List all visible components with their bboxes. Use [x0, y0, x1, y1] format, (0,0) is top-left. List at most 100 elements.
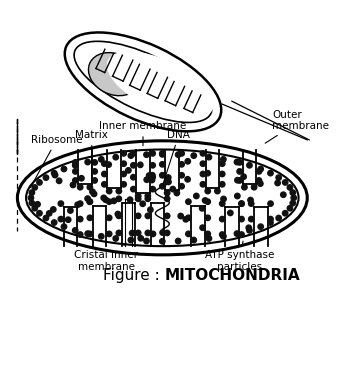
Circle shape: [43, 215, 49, 221]
Circle shape: [159, 162, 165, 167]
Circle shape: [159, 151, 165, 156]
Circle shape: [145, 230, 151, 235]
Circle shape: [113, 154, 118, 160]
Circle shape: [85, 159, 90, 165]
Circle shape: [258, 166, 264, 172]
Circle shape: [246, 225, 252, 230]
Circle shape: [131, 174, 136, 180]
Circle shape: [227, 210, 233, 216]
Circle shape: [130, 230, 135, 236]
Circle shape: [275, 180, 280, 186]
Circle shape: [128, 237, 134, 243]
Circle shape: [276, 175, 282, 180]
Circle shape: [32, 205, 37, 211]
Circle shape: [135, 193, 141, 199]
Circle shape: [87, 215, 92, 220]
Circle shape: [144, 238, 149, 244]
Circle shape: [290, 200, 295, 206]
Circle shape: [145, 193, 151, 199]
Circle shape: [159, 183, 165, 189]
Circle shape: [206, 154, 211, 160]
Circle shape: [102, 171, 107, 177]
Circle shape: [256, 178, 262, 183]
Circle shape: [78, 232, 83, 237]
Circle shape: [131, 186, 136, 192]
Circle shape: [116, 188, 121, 194]
Circle shape: [215, 188, 220, 194]
Circle shape: [126, 168, 131, 173]
Circle shape: [249, 217, 254, 222]
Circle shape: [200, 171, 206, 177]
Circle shape: [145, 196, 151, 201]
Circle shape: [268, 220, 273, 225]
Circle shape: [116, 213, 121, 218]
Circle shape: [239, 217, 244, 222]
Circle shape: [179, 183, 184, 189]
Circle shape: [72, 228, 78, 233]
Circle shape: [239, 201, 244, 207]
Circle shape: [248, 197, 253, 203]
Circle shape: [159, 152, 165, 157]
Circle shape: [183, 217, 188, 222]
Ellipse shape: [107, 51, 214, 118]
Circle shape: [99, 157, 104, 162]
Circle shape: [135, 213, 141, 218]
Ellipse shape: [74, 41, 212, 122]
Circle shape: [268, 201, 273, 207]
Circle shape: [116, 230, 121, 235]
Circle shape: [179, 151, 184, 156]
Circle shape: [61, 166, 67, 172]
Circle shape: [251, 185, 257, 190]
Circle shape: [131, 163, 136, 168]
Text: Cristal inner
membrane: Cristal inner membrane: [74, 243, 138, 272]
Circle shape: [191, 153, 197, 158]
Circle shape: [78, 201, 83, 207]
Circle shape: [150, 163, 155, 168]
Text: Inner membrane: Inner membrane: [99, 121, 187, 146]
Circle shape: [140, 201, 146, 207]
Text: Outer
membrane: Outer membrane: [265, 110, 329, 143]
Circle shape: [87, 199, 92, 205]
Circle shape: [113, 236, 118, 241]
Circle shape: [221, 196, 226, 202]
Circle shape: [166, 175, 171, 180]
Circle shape: [166, 179, 171, 185]
Circle shape: [280, 192, 286, 197]
Circle shape: [79, 176, 84, 181]
Circle shape: [106, 199, 112, 205]
Circle shape: [29, 200, 35, 206]
Circle shape: [159, 173, 165, 178]
Circle shape: [147, 173, 152, 178]
Ellipse shape: [88, 52, 140, 96]
Circle shape: [106, 231, 112, 237]
Circle shape: [205, 231, 210, 237]
Circle shape: [221, 234, 226, 239]
Circle shape: [290, 190, 295, 195]
Circle shape: [47, 211, 52, 216]
Circle shape: [234, 159, 240, 165]
Text: Matrix: Matrix: [75, 130, 108, 185]
Circle shape: [87, 231, 92, 237]
Circle shape: [78, 185, 83, 190]
Circle shape: [165, 213, 170, 218]
Circle shape: [121, 151, 126, 156]
Circle shape: [91, 191, 97, 196]
Circle shape: [276, 215, 282, 221]
Circle shape: [52, 173, 58, 178]
Circle shape: [256, 169, 262, 174]
Circle shape: [200, 225, 205, 230]
Circle shape: [205, 215, 210, 220]
Circle shape: [68, 208, 73, 213]
Circle shape: [37, 180, 42, 185]
Circle shape: [73, 160, 78, 165]
Circle shape: [235, 178, 240, 183]
Circle shape: [85, 196, 90, 201]
Ellipse shape: [17, 141, 307, 255]
Circle shape: [92, 178, 97, 183]
Circle shape: [29, 190, 35, 195]
Circle shape: [268, 217, 273, 222]
Circle shape: [165, 190, 170, 196]
Circle shape: [135, 230, 141, 235]
Circle shape: [149, 177, 155, 183]
Circle shape: [101, 195, 106, 201]
